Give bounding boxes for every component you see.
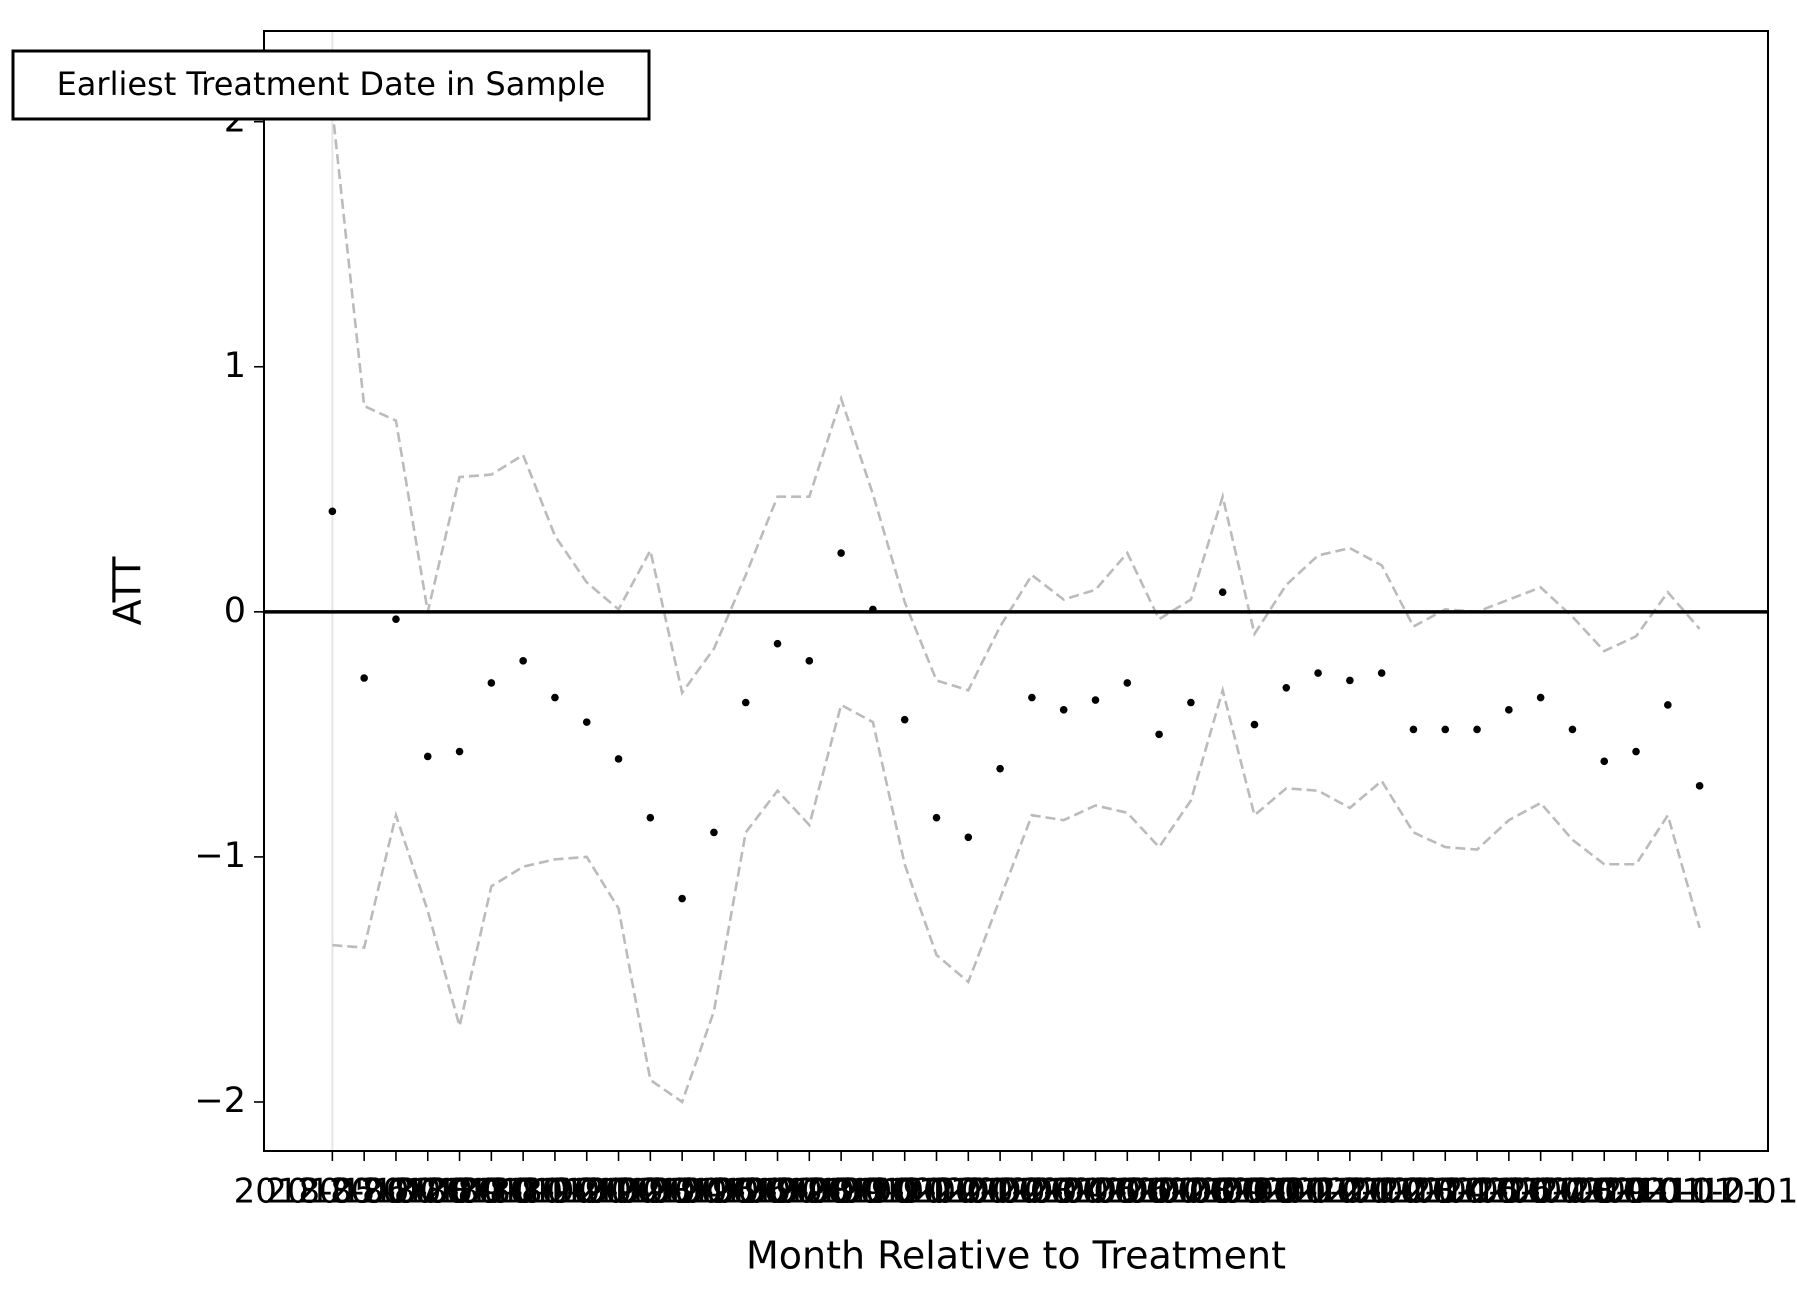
point [1123,679,1132,687]
point [328,507,337,516]
x-tick-label: 2020-09-01 [1124,1172,1322,1212]
x-tick-label: 2018-12-01 [456,1172,654,1212]
point [360,674,368,682]
point [1059,706,1068,714]
x-tick-label: 2020-05-01 [997,1172,1195,1212]
point [1695,782,1704,790]
point [1028,693,1036,702]
point [614,755,623,763]
x-tick-label: 2021-07-01 [1442,1172,1640,1212]
x-tick-label: 2021-01-01 [1251,1172,1449,1212]
y-tick-label: 1 [224,346,246,386]
x-tick-label: 2018-10-01 [393,1172,591,1212]
point [1568,725,1577,734]
x-tick-label: 2020-07-01 [1060,1172,1258,1212]
point [423,752,432,761]
point [1377,669,1386,677]
x-tick-label: 2019-10-01 [774,1172,972,1212]
x-tick-label: 2018-08-01 [329,1172,527,1212]
x-tick-label: 2019-09-01 [742,1172,940,1212]
x-tick-label: 2021-09-01 [1505,1172,1703,1212]
y-tick-label: −2 [194,1081,246,1121]
x-tick-label: 2020-11-01 [1187,1172,1385,1212]
x-tick-label: 2021-08-01 [1474,1172,1672,1212]
x-tick-label: 2019-06-01 [647,1172,845,1212]
x-tick-label: 2019-08-01 [711,1172,909,1212]
point [582,718,591,726]
x-tick-label: 2021-02-01 [1283,1172,1481,1212]
x-tick-label: 2019-11-01 [806,1172,1004,1212]
x-tick-label: 2020-08-01 [1092,1172,1290,1212]
point [1218,588,1227,597]
x-axis-label: Month Relative to Treatment [746,1234,1286,1278]
point [932,813,941,822]
x-tick-label: 2018-06-01 [265,1172,463,1212]
point [1282,684,1291,692]
y-tick-label: −1 [194,836,246,876]
annotation-box [11,49,651,121]
point [1473,725,1481,734]
plot-frame [263,30,1769,1152]
x-tick-label: 2020-03-01 [933,1172,1131,1212]
x-tick-label: 2019-12-01 [838,1172,1036,1212]
point [773,639,782,648]
confidence-bound [332,685,1701,1105]
x-tick-label: 2019-02-01 [520,1172,718,1212]
point [487,679,496,687]
x-tick-label: 2020-01-01 [870,1172,1068,1212]
point [678,894,686,903]
x-tick-label: 2020-10-01 [1156,1172,1354,1212]
y-tick-label: 0 [224,591,246,631]
x-tick-label: 2021-05-01 [1378,1172,1576,1212]
x-tick-label: 2021-12-01 [1601,1172,1797,1212]
point [837,549,845,557]
x-tick-label: 2019-05-01 [615,1172,813,1212]
annotation-text: Earliest Treatment Date in Sample [57,65,606,103]
x-tick-label: 2018-09-01 [361,1172,559,1212]
point [964,833,973,842]
x-tick-label: 2021-03-01 [1315,1172,1513,1212]
point [1664,701,1672,709]
x-tick-label: 2021-04-01 [1346,1172,1544,1212]
point [646,813,655,822]
x-tick-label: 2018-11-01 [424,1172,622,1212]
point [551,693,559,702]
point [710,828,718,837]
point [519,657,527,665]
point [1346,676,1354,685]
point [741,698,750,707]
x-tick-label: 2019-03-01 [552,1172,750,1212]
x-tick-label: 2018-07-01 [297,1172,495,1212]
x-tick-label: 2021-10-01 [1537,1172,1735,1212]
point [1155,730,1163,739]
point [1314,669,1322,677]
x-tick-label: 2019-01-01 [488,1172,686,1212]
x-tick-label: 2020-04-01 [965,1172,1163,1212]
x-tick-label: 2021-06-01 [1410,1172,1608,1212]
point [900,715,909,724]
point [1187,698,1195,707]
y-axis-label: ATT [106,556,150,626]
point [392,615,400,623]
point [805,657,814,665]
x-tick-label: 2019-07-01 [679,1172,877,1212]
point [1536,693,1545,702]
point [1632,747,1640,756]
point [455,747,464,756]
confidence-bound [331,109,1701,696]
point [1441,725,1450,734]
point [996,764,1004,773]
x-tick-label: 2020-02-01 [901,1172,1099,1212]
point [1409,725,1418,734]
point [1091,696,1100,704]
x-tick-label: 2020-06-01 [1028,1172,1226,1212]
point [1505,706,1513,714]
x-tick-label: 2021-11-01 [1569,1172,1767,1212]
point [1250,720,1259,729]
x-tick-label: 2018-05-01 [234,1172,432,1212]
x-tick-label: 2019-04-01 [583,1172,781,1212]
point [1600,757,1609,766]
x-tick-label: 2020-12-01 [1219,1172,1417,1212]
